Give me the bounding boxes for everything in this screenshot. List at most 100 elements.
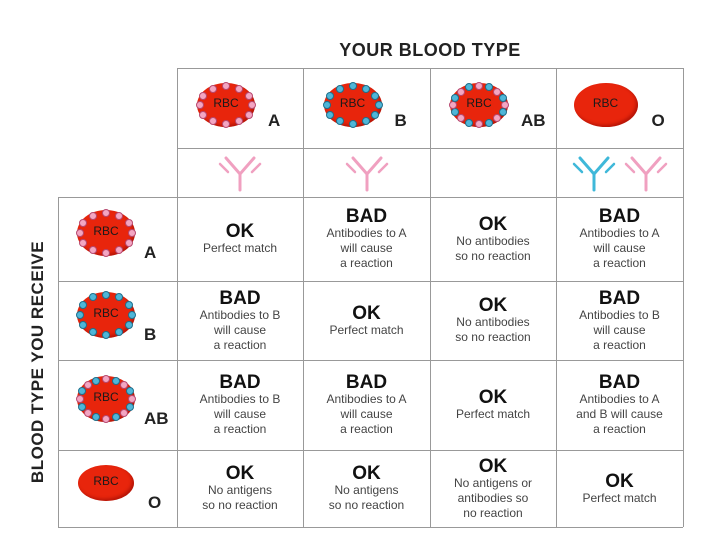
antigen-dot: [475, 120, 483, 128]
result-cell: BAD Antibodies to A and B will cause a re…: [558, 362, 681, 448]
antigen-dot: [484, 118, 493, 127]
antigen-dot: [450, 108, 459, 117]
antigen-dot: [120, 380, 129, 389]
result-verdict: OK: [225, 463, 255, 484]
result-verdict: BAD: [345, 372, 388, 393]
antigen-dot: [196, 101, 204, 109]
rbc-label: RBC: [93, 473, 119, 488]
antigen-dot: [79, 239, 88, 247]
red-blood-cell-icon: [78, 464, 134, 501]
antigen-dot: [348, 120, 357, 128]
grid-line: [58, 450, 683, 451]
grid-line: [683, 68, 684, 527]
result-verdict: OK: [225, 221, 255, 242]
result-verdict: BAD: [598, 206, 641, 227]
antigen-dot: [79, 219, 88, 227]
blood-type-letter: A: [268, 111, 281, 130]
red-blood-cell-icon: [573, 83, 638, 127]
antigen-dot: [92, 376, 101, 385]
result-cell: BAD Antibodies to B will cause a reaction: [179, 283, 301, 358]
result-note: Antibodies to A will cause a reaction: [326, 392, 407, 436]
antigen-dot: [209, 117, 217, 126]
result-cell: BAD Antibodies to A will cause a reaction: [305, 199, 428, 279]
antibody-icon: [572, 156, 615, 192]
antigen-dot: [128, 395, 136, 403]
grid-line: [430, 68, 431, 527]
antigen-dot: [89, 211, 97, 220]
antigen-dot: [102, 290, 110, 299]
grid-line: [58, 197, 177, 198]
result-note: Antibodies to A will cause a reaction: [579, 226, 660, 270]
result-cell: OK No antigens or antibodies so no reacti…: [432, 452, 554, 525]
antigen-dot: [465, 83, 474, 92]
antigen-dot: [335, 84, 344, 93]
result-cell: BAD Antibodies to B will cause a reaction: [558, 283, 681, 358]
antigen-dot: [348, 82, 357, 90]
red-blood-cell-icon: [197, 83, 255, 127]
antigen-dot: [89, 293, 97, 302]
antigen-dot: [244, 91, 253, 100]
antigen-dot: [102, 375, 110, 383]
grid-line: [556, 68, 557, 527]
grid-line: [303, 68, 304, 527]
rbc-label: RBC: [213, 96, 239, 110]
antibody-icon: [345, 156, 388, 192]
antigen-dot: [248, 101, 256, 109]
result-verdict: OK: [478, 455, 508, 477]
antigen-dot: [450, 93, 459, 102]
antigen-dot: [465, 118, 474, 127]
antigen-dot: [115, 246, 123, 255]
result-note: Perfect match: [455, 407, 531, 421]
antigen-dot: [102, 330, 110, 339]
antigen-dot: [456, 87, 465, 96]
antigen-dot: [124, 300, 133, 309]
result-cell: OK No antigens so no reaction: [305, 452, 428, 525]
result-note: Perfect match: [329, 322, 404, 337]
antigen-dot: [79, 300, 88, 309]
antigen-dot: [76, 310, 84, 319]
red-blood-cell-icon: [323, 83, 382, 127]
side-title: BLOOD TYPE YOU RECEIVE: [28, 240, 47, 484]
grid-line: [58, 281, 683, 282]
antigen-dot: [83, 409, 92, 418]
antigen-dot: [484, 83, 493, 92]
result-cell: OK No antibodies so no reaction: [432, 199, 554, 279]
antigen-dot: [128, 229, 136, 237]
antigen-dot: [499, 108, 508, 117]
antigen-dot: [493, 87, 502, 96]
antigen-dot: [361, 84, 370, 93]
result-verdict: OK: [605, 470, 634, 492]
antigen-dot: [493, 114, 502, 123]
result-cell: OK Perfect match: [558, 452, 681, 525]
grid-line: [58, 360, 683, 361]
antigen-dot: [77, 387, 86, 396]
result-verdict: BAD: [219, 287, 261, 309]
blood-type-letter: O: [651, 111, 665, 130]
antigen-dot: [374, 101, 383, 109]
result-note: No antigens so no reaction: [328, 483, 405, 512]
result-cell: BAD Antibodies to A will cause a reaction: [305, 362, 428, 448]
antigen-dot: [325, 110, 334, 119]
antibody-icon: [218, 156, 262, 192]
red-blood-cell-icon: [77, 210, 135, 256]
antigen-dot: [222, 120, 230, 128]
antigen-dot: [325, 91, 334, 100]
antigen-dot: [456, 114, 465, 123]
rbc-label: RBC: [592, 96, 619, 110]
antigen-dot: [499, 93, 508, 102]
antigen-dot: [79, 320, 88, 329]
antigen-dot: [77, 402, 86, 411]
antigen-dot: [83, 380, 92, 389]
result-cell: OK No antibodies so no reaction: [432, 283, 554, 358]
antigen-dot: [449, 101, 457, 109]
antigen-dot: [120, 409, 129, 418]
antigen-dot: [111, 413, 120, 422]
antigen-dot: [115, 211, 123, 220]
result-note: Antibodies to A and B will cause a react…: [576, 392, 663, 436]
antigen-dot: [89, 246, 97, 255]
antigen-dot: [102, 209, 110, 217]
result-verdict: OK: [352, 302, 381, 324]
grid-line: [58, 197, 59, 527]
antigen-dot: [126, 402, 135, 411]
result-note: Perfect match: [582, 490, 657, 505]
